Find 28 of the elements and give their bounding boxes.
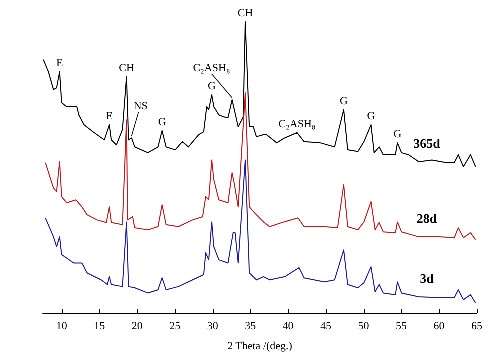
x-tick-label: 45 bbox=[320, 320, 332, 332]
annotation: E bbox=[106, 110, 114, 123]
series-label: 365d bbox=[414, 136, 442, 151]
annotation: NS bbox=[134, 100, 148, 113]
annotation: C₂ASH₈ bbox=[278, 118, 316, 130]
x-axis-title: 2 Theta /(deg.) bbox=[228, 340, 293, 352]
series-label: 3d bbox=[420, 270, 435, 286]
x-tick-label: 50 bbox=[358, 320, 370, 332]
annotation: CH bbox=[238, 8, 254, 20]
x-tick-label: 25 bbox=[170, 320, 182, 332]
annotation: G bbox=[340, 95, 348, 108]
annotation: CH bbox=[119, 62, 134, 74]
annotation: C₂ASH₈ bbox=[193, 62, 230, 74]
x-tick-label: 55 bbox=[396, 320, 408, 332]
annotation: G bbox=[394, 128, 402, 141]
x-tick-label: 10 bbox=[56, 320, 68, 332]
series-label: 28d bbox=[416, 211, 438, 226]
x-tick-label: 65 bbox=[472, 320, 483, 332]
x-tick-label: 20 bbox=[132, 320, 144, 332]
x-tick-label: 30 bbox=[207, 320, 219, 332]
x-tick-label: 40 bbox=[282, 320, 294, 332]
annotation: G bbox=[208, 80, 216, 93]
x-tick-label: 15 bbox=[94, 320, 106, 332]
annotation: E bbox=[56, 58, 64, 70]
annotation: G bbox=[367, 110, 376, 123]
x-tick-label: 35 bbox=[245, 320, 257, 332]
x-tick-label: 60 bbox=[434, 320, 446, 332]
annotation: G bbox=[158, 116, 166, 128]
